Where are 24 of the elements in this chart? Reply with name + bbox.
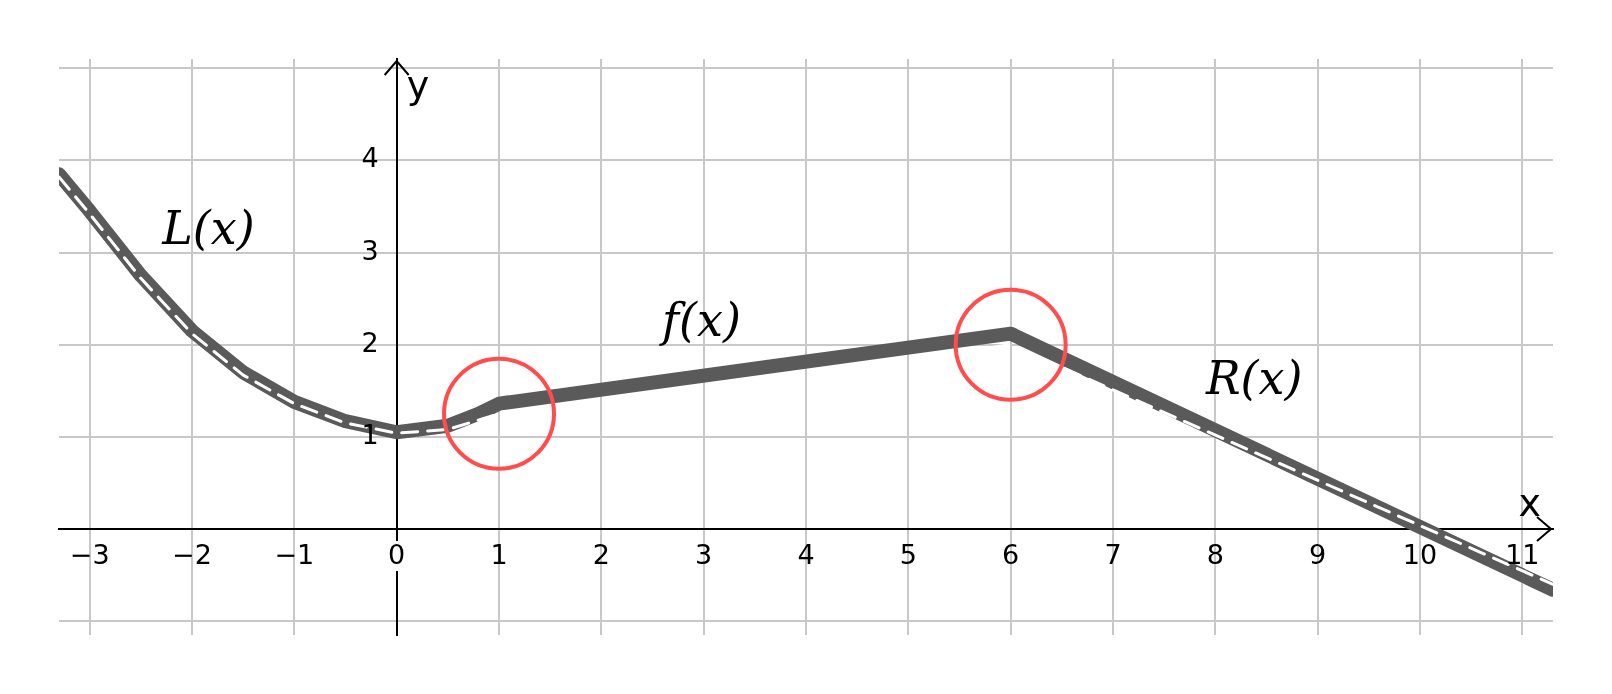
x-tick-label: 11 — [1505, 538, 1540, 570]
x-tick-label: −1 — [274, 538, 315, 570]
x-tick-label: 9 — [1309, 538, 1327, 570]
x-tick-label: 5 — [899, 538, 917, 570]
y-tick-label: 4 — [361, 142, 379, 174]
x-tick-label: 10 — [1402, 538, 1438, 570]
y-axis-title: y — [406, 62, 430, 107]
y-tick-label: 1 — [361, 418, 379, 450]
y-tick-label: 2 — [361, 326, 379, 358]
x-tick-label: 8 — [1206, 538, 1224, 570]
y-tick-label: 3 — [361, 234, 379, 266]
annotation: L(x) — [161, 200, 255, 255]
x-axis-title: x — [1518, 480, 1541, 525]
x-tick-label: 7 — [1104, 538, 1122, 570]
x-tick-label: −3 — [69, 538, 110, 570]
x-tick-label: 2 — [592, 538, 610, 570]
x-tick-label: 4 — [797, 538, 815, 570]
annotation: R(x) — [1204, 350, 1303, 405]
x-tick-label: 6 — [1002, 538, 1020, 570]
x-tick-label: −2 — [172, 538, 212, 570]
x-tick-label: 1 — [490, 538, 508, 570]
x-tick-label: 0 — [388, 538, 406, 570]
annotation: f(x) — [658, 292, 741, 347]
x-tick-label: 3 — [695, 538, 713, 570]
